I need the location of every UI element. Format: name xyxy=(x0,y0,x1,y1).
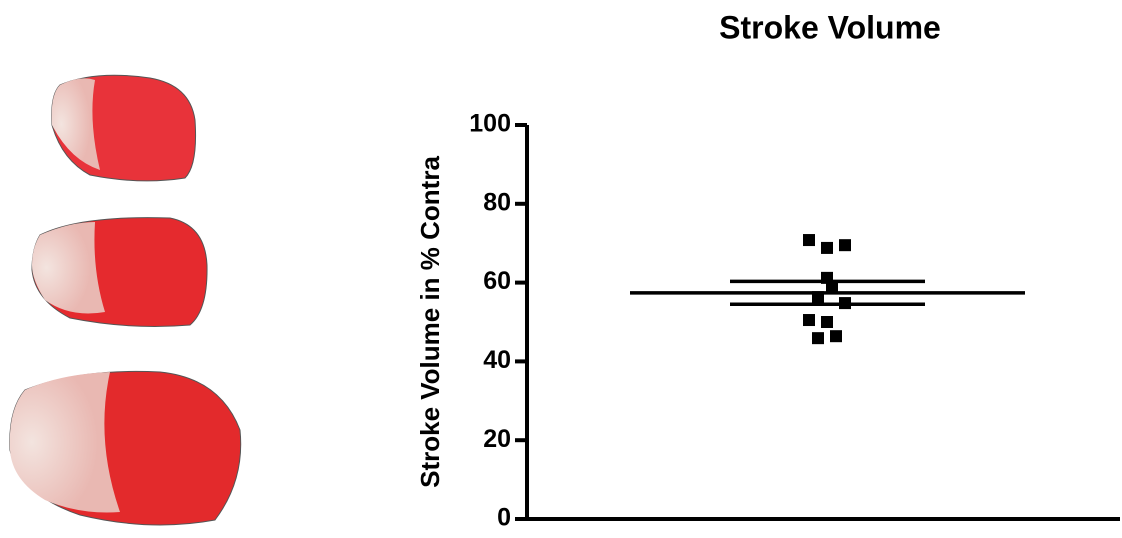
y-tick-label: 20 xyxy=(483,425,511,453)
data-point xyxy=(826,280,838,292)
y-tick-label: 100 xyxy=(469,110,511,138)
y-tick-label: 0 xyxy=(497,504,511,532)
data-point xyxy=(821,316,833,328)
data-point xyxy=(812,332,824,344)
data-point xyxy=(812,291,824,303)
y-tick-label: 40 xyxy=(483,346,511,374)
data-point xyxy=(803,234,815,246)
y-tick-label: 60 xyxy=(483,267,511,295)
data-point xyxy=(803,314,815,326)
data-point xyxy=(821,242,833,254)
brain-slices xyxy=(10,75,241,525)
y-tick-label: 80 xyxy=(483,188,511,216)
data-point xyxy=(839,239,851,251)
slice-lesion xyxy=(10,372,120,513)
data-point xyxy=(830,330,842,342)
slice-lesion xyxy=(32,222,105,314)
slice-lesion xyxy=(52,78,100,170)
y-axis-label: Stroke Volume in % Contra xyxy=(415,156,445,488)
data-point xyxy=(839,297,851,309)
chart-title: Stroke Volume xyxy=(719,9,941,45)
